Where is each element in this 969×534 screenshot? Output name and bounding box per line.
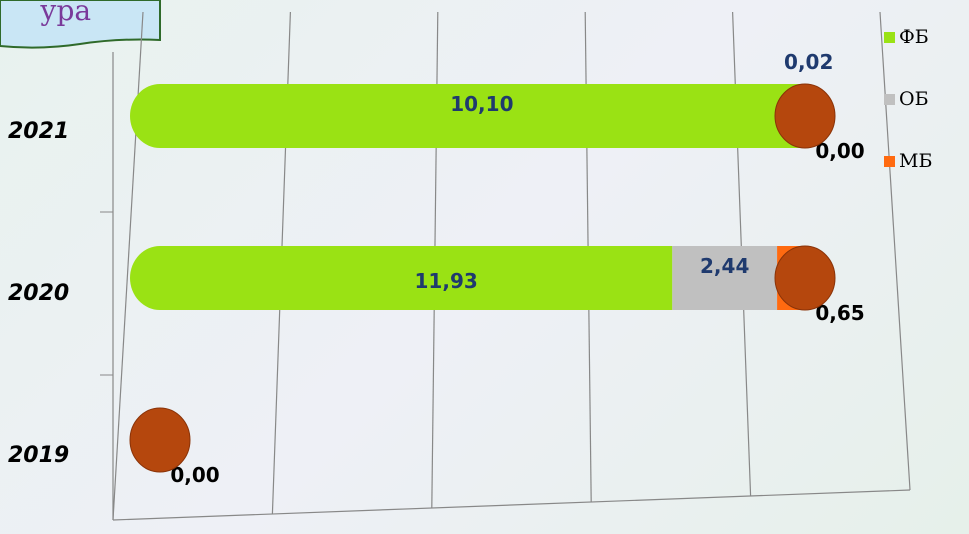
grid-line [879, 11, 911, 491]
data-label: 10,10 [450, 92, 513, 116]
banner-text: ура [40, 0, 91, 27]
bar [160, 246, 673, 310]
legend-swatch [884, 156, 895, 167]
y-tick-label: 2019 [8, 443, 69, 468]
banner [0, 0, 161, 49]
bar [672, 246, 778, 310]
y-tick-label: 2021 [8, 119, 69, 144]
bar [160, 84, 804, 148]
data-label: 2,44 [700, 254, 749, 278]
bar-end-cap [774, 83, 836, 149]
legend-label: ФБ [899, 26, 929, 48]
legend-swatch [884, 94, 895, 105]
bar-end-cap [774, 245, 836, 311]
data-label: 0,65 [815, 301, 864, 325]
legend-swatch [884, 32, 895, 43]
data-label: 0,00 [815, 139, 864, 163]
data-label: 0,00 [170, 463, 219, 487]
floor-line [112, 489, 911, 521]
legend-label: ОБ [899, 88, 929, 110]
bar-end-cap [129, 407, 191, 473]
y-tick-label: 2020 [8, 281, 69, 306]
legend-label: МБ [899, 150, 932, 172]
data-label: 11,93 [415, 269, 478, 293]
data-label: 0,02 [784, 50, 833, 74]
